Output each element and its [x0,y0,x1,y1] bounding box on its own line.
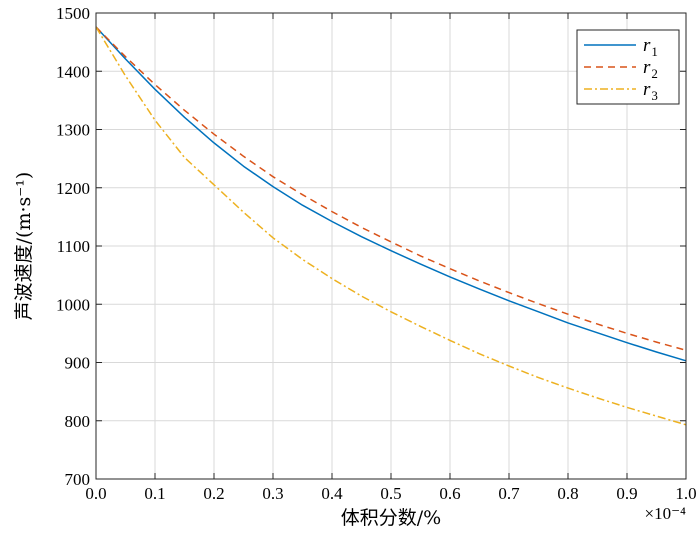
x-tick-label: 0.7 [498,484,520,503]
x-tick-label: 0.5 [380,484,401,503]
x-axis-label: 体积分数/% [341,507,441,529]
y-tick-label: 1100 [57,237,90,256]
y-axis-label: 声波速度/(m·s⁻¹) [13,172,35,321]
y-tick-label: 1400 [56,62,90,81]
y-tick-label: 1500 [56,4,90,23]
x-tick-label: 0.8 [557,484,578,503]
axis-ticks [95,12,687,480]
x-tick-label: 0.3 [262,484,283,503]
x-tick-label: 0.1 [144,484,165,503]
x-tick-label: 0.2 [203,484,224,503]
x-tick-label: 0.4 [321,484,343,503]
x-tick-label: 0.0 [85,484,106,503]
series-line-r3 [95,26,687,426]
axis-tick-labels: 0.0 0.1 0.2 0.3 0.4 0.5 0.6 0.7 0.8 0.9 1.0 700 800 9… [56,4,697,503]
y-tick-label: 1300 [56,121,90,140]
y-tick-label: 1000 [56,295,90,314]
y-tick-label: 1200 [56,179,90,198]
legend-box [576,29,680,105]
x-multiplier-label: ×10⁻⁴ [645,504,687,523]
y-tick-label: 700 [65,470,91,489]
series-line-r1 [95,26,687,362]
series-line-r2 [95,26,687,352]
y-tick-label: 800 [65,412,91,431]
x-tick-label: 0.9 [616,484,637,503]
x-tick-label: 1.0 [675,484,696,503]
x-tick-label: 0.6 [439,484,460,503]
series-lines [95,26,687,426]
y-tick-label: 900 [65,354,91,373]
